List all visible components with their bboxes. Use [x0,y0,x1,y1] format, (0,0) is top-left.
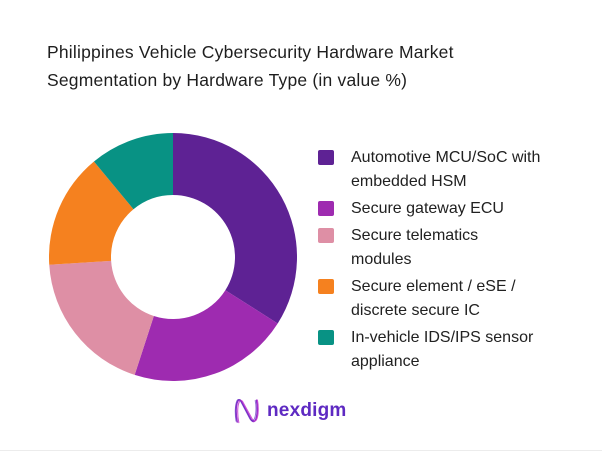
nexdigm-wordmark: nexdigm [267,400,347,421]
donut-chart [48,133,298,382]
legend-label: In-vehicle IDS/IPS sensor appliance [351,329,534,370]
donut-segment [49,260,154,375]
legend-label: Secure gateway ECU [351,200,504,217]
legend-swatch-icon [318,330,334,345]
donut-segment [93,133,173,210]
donut-segment [48,161,134,265]
legend-item: In-vehicle IDS/IPS sensor appliance [318,326,540,374]
legend-swatch-icon [318,228,334,243]
donut-segment [134,290,278,382]
nexdigm-logo: nexdigm [234,397,347,425]
legend-label: Automotive MCU/SoC with embedded HSM [351,149,541,190]
legend-swatch-icon [318,279,334,294]
legend-item: Automotive MCU/SoC with embedded HSM [318,146,540,194]
legend-label: Secure element / eSE / discrete secure I… [351,278,516,319]
donut-segment [173,133,298,324]
chart-legend: Automotive MCU/SoC with embedded HSM Sec… [318,146,540,374]
legend-swatch-icon [318,150,334,165]
legend-item: Secure telematics modules [318,224,540,272]
legend-swatch-icon [318,201,334,216]
legend-item: Secure element / eSE / discrete secure I… [318,275,540,323]
legend-label: Secure telematics modules [351,227,479,268]
nexdigm-n-wave-icon [234,399,259,424]
legend-item: Secure gateway ECU [318,197,540,221]
chart-title: Philippines Vehicle Cybersecurity Hardwa… [47,42,454,90]
